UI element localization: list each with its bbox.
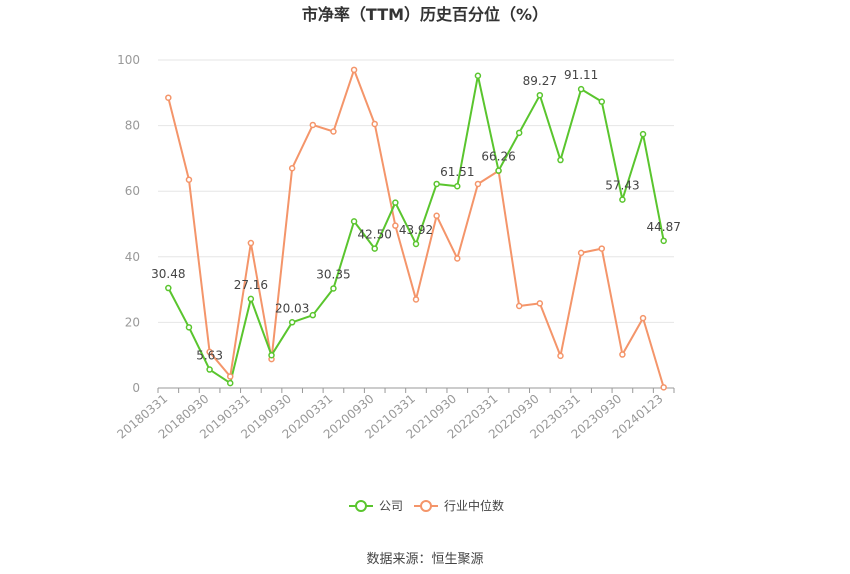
data-point[interactable] bbox=[412, 296, 420, 303]
data-point[interactable] bbox=[433, 212, 440, 220]
y-tick-label: 80 bbox=[125, 119, 140, 133]
data-point[interactable] bbox=[454, 255, 461, 262]
data-point[interactable] bbox=[206, 366, 213, 373]
series-points bbox=[165, 66, 667, 391]
y-tick-label: 0 bbox=[132, 381, 140, 395]
y-tick-label: 60 bbox=[125, 184, 140, 198]
data-label: 27.16 bbox=[234, 278, 268, 292]
data-point[interactable] bbox=[412, 240, 420, 248]
data-point[interactable] bbox=[165, 94, 172, 101]
source-note: 数据来源：恒生聚源 bbox=[366, 552, 483, 567]
data-point[interactable] bbox=[247, 239, 255, 247]
legend-label: 公司 bbox=[379, 499, 403, 513]
data-point[interactable] bbox=[268, 351, 275, 359]
data-label: 43.92 bbox=[399, 223, 433, 237]
data-point[interactable] bbox=[639, 314, 647, 322]
data-label: 89.27 bbox=[523, 74, 557, 88]
legend-marker-icon bbox=[420, 500, 432, 512]
data-point[interactable] bbox=[392, 199, 399, 206]
data-point[interactable] bbox=[330, 285, 337, 292]
data-point[interactable] bbox=[309, 121, 317, 129]
data-label: 30.35 bbox=[316, 267, 350, 281]
data-point[interactable] bbox=[330, 128, 337, 135]
data-label: 42.50 bbox=[358, 228, 392, 242]
legend-marker-icon bbox=[355, 500, 367, 512]
data-point[interactable] bbox=[495, 167, 502, 174]
data-point[interactable] bbox=[288, 319, 296, 326]
data-point[interactable] bbox=[660, 237, 667, 245]
data-point[interactable] bbox=[226, 379, 234, 387]
data-label: 44.87 bbox=[647, 220, 681, 234]
data-point[interactable] bbox=[165, 284, 172, 292]
data-label: 91.11 bbox=[564, 68, 598, 82]
data-point[interactable] bbox=[598, 98, 606, 105]
data-point[interactable] bbox=[619, 351, 626, 358]
y-tick-label: 40 bbox=[125, 250, 140, 264]
data-point[interactable] bbox=[515, 129, 523, 137]
data-label: 5.63 bbox=[196, 349, 223, 363]
data-point[interactable] bbox=[288, 164, 296, 172]
legend-item-industry-median[interactable]: 行业中位数 bbox=[414, 498, 504, 513]
legend[interactable]: 公司 行业中位数 bbox=[349, 498, 504, 513]
y-tick-label: 100 bbox=[117, 53, 140, 67]
data-point[interactable] bbox=[515, 302, 523, 310]
y-axis: 0 20 40 60 80 100 bbox=[117, 53, 140, 395]
data-point[interactable] bbox=[350, 218, 358, 225]
data-point[interactable] bbox=[371, 120, 378, 128]
data-label: 30.48 bbox=[151, 267, 185, 281]
data-point[interactable] bbox=[185, 176, 193, 183]
data-point[interactable] bbox=[226, 373, 234, 380]
data-point[interactable] bbox=[536, 91, 544, 99]
data-point[interactable] bbox=[433, 180, 440, 188]
data-point[interactable] bbox=[474, 180, 482, 188]
data-label: 61.51 bbox=[440, 165, 474, 179]
data-point[interactable] bbox=[536, 300, 544, 307]
y-tick-label: 20 bbox=[125, 315, 140, 329]
data-point[interactable] bbox=[619, 196, 626, 203]
data-point[interactable] bbox=[247, 295, 255, 303]
data-point[interactable] bbox=[557, 352, 564, 360]
data-point[interactable] bbox=[350, 66, 358, 74]
data-point[interactable] bbox=[371, 245, 378, 252]
data-label: 20.03 bbox=[275, 301, 309, 315]
legend-label: 行业中位数 bbox=[444, 498, 504, 513]
data-label: 57.43 bbox=[605, 179, 639, 193]
x-axis: 2018033120180930201903312019093020200331… bbox=[114, 387, 675, 442]
data-point[interactable] bbox=[392, 222, 399, 229]
data-point[interactable] bbox=[577, 249, 585, 257]
data-point[interactable] bbox=[639, 130, 647, 138]
data-label: 66.26 bbox=[481, 150, 515, 164]
data-labels: 30.48 5.63 27.16 20.03 30.35 42.50 43.92 61.51 6… bbox=[151, 68, 681, 362]
data-point[interactable] bbox=[474, 72, 482, 79]
data-point[interactable] bbox=[577, 85, 585, 93]
data-point[interactable] bbox=[454, 182, 461, 190]
data-point[interactable] bbox=[557, 156, 564, 164]
data-point[interactable] bbox=[309, 311, 317, 319]
data-point[interactable] bbox=[185, 324, 193, 331]
chart-title: 市净率（TTM）历史百分位（%） bbox=[302, 5, 548, 24]
legend-item-company[interactable]: 公司 bbox=[349, 499, 403, 513]
data-point[interactable] bbox=[660, 384, 667, 391]
data-point[interactable] bbox=[598, 245, 606, 252]
data-point[interactable] bbox=[206, 348, 213, 356]
